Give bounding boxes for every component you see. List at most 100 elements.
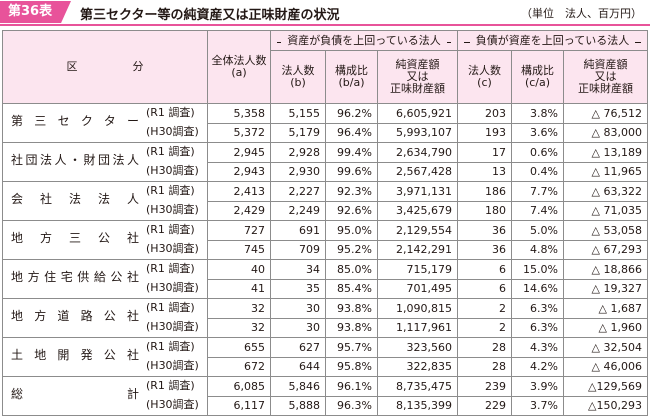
total-count-cell: 2,413 xyxy=(207,181,271,202)
pos-count-header: 法人数 (b) xyxy=(270,50,326,104)
neg-ratio-cell: 3.9% xyxy=(511,376,564,397)
neg-amount-cell: △129,569 xyxy=(563,376,648,397)
total-count-cell: 2,429 xyxy=(207,200,271,221)
row-label-cell: 総 計 (R1 調査) xyxy=(2,376,208,401)
pos-count-cell: 5,846 xyxy=(270,376,326,397)
category-header: 区 分 xyxy=(2,30,208,104)
pos-amount-cell: 6,605,921 xyxy=(377,103,458,124)
table-row: (H30調査) 41 35 85.4% 701,495 6 14.6% △ 19,327 xyxy=(2,278,648,299)
row-label-cell: 地方道路公社 (R1 調査) xyxy=(2,298,208,323)
title-underline xyxy=(0,24,650,26)
neg-count-cell: 13 xyxy=(457,161,512,182)
neg-count-cell: 28 xyxy=(457,356,512,377)
title-bar: 第36表 第三セクター等の純資産又は正味財産の状況 （単位 法人、百万円） xyxy=(0,0,650,26)
survey-year-label: (R1 調査) xyxy=(146,340,195,353)
pos-ratio-cell: 99.4% xyxy=(325,142,378,163)
pos-ratio-cell: 95.7% xyxy=(325,337,378,358)
total-count-cell: 6,085 xyxy=(207,376,271,397)
row-label-cell: (H30調査) xyxy=(2,240,208,260)
pos-count-cell: 627 xyxy=(270,337,326,358)
neg-count-header: 法人数 (c) xyxy=(457,50,512,104)
pos-amount-cell: 2,567,428 xyxy=(377,161,458,182)
total-count-cell: 5,358 xyxy=(207,103,271,124)
pos-ratio-cell: 85.0% xyxy=(325,259,378,280)
neg-amount-cell: △ 71,035 xyxy=(563,200,648,221)
pos-count-cell: 5,155 xyxy=(270,103,326,124)
total-count-cell: 6,117 xyxy=(207,395,271,416)
row-label-cell: (H30調査) xyxy=(2,357,208,377)
pos-count-cell: 2,930 xyxy=(270,161,326,182)
pos-amount-cell: 1,090,815 xyxy=(377,298,458,319)
pos-amount-cell: 322,835 xyxy=(377,356,458,377)
pos-amount-cell: 8,735,475 xyxy=(377,376,458,397)
total-count-cell: 655 xyxy=(207,337,271,358)
row-label-cell: (H30調査) xyxy=(2,201,208,221)
neg-count-cell: 2 xyxy=(457,317,512,338)
pos-count-cell: 5,179 xyxy=(270,122,326,143)
neg-amount-cell: △ 18,866 xyxy=(563,259,648,280)
neg-count-cell: 2 xyxy=(457,298,512,319)
neg-count-cell: 180 xyxy=(457,200,512,221)
neg-ratio-cell: 5.0% xyxy=(511,220,564,241)
neg-ratio-cell: 0.6% xyxy=(511,142,564,163)
total-count-cell: 745 xyxy=(207,239,271,260)
neg-ratio-cell: 4.2% xyxy=(511,356,564,377)
total-count-cell: 672 xyxy=(207,356,271,377)
neg-count-cell: 239 xyxy=(457,376,512,397)
pos-ratio-cell: 96.1% xyxy=(325,376,378,397)
negative-group-header: 負債が資産を上回っている法人 xyxy=(457,30,648,51)
neg-amount-cell: △ 67,293 xyxy=(563,239,648,260)
neg-count-cell: 36 xyxy=(457,239,512,260)
neg-amount-cell: △ 83,000 xyxy=(563,122,648,143)
row-label-cell: 社団法人・財団法人 (R1 調査) xyxy=(2,142,208,167)
total-count-cell: 41 xyxy=(207,278,271,299)
row-label-cell: (H30調査) xyxy=(2,318,208,338)
neg-amount-header: 純資産額 又は 正味財産額 xyxy=(563,50,648,104)
survey-year-label: (H30調査) xyxy=(146,320,199,333)
table-row: 総 計 (R1 調査) 6,085 5,846 96.1% 8,735,475 239 3.9… xyxy=(2,376,648,401)
total-header: 全体法人数 (a) xyxy=(207,30,271,104)
neg-ratio-cell: 3.6% xyxy=(511,122,564,143)
total-count-cell: 5,372 xyxy=(207,122,271,143)
neg-count-cell: 17 xyxy=(457,142,512,163)
neg-count-cell: 28 xyxy=(457,337,512,358)
pos-amount-cell: 323,560 xyxy=(377,337,458,358)
neg-ratio-cell: 6.3% xyxy=(511,317,564,338)
total-count-cell: 727 xyxy=(207,220,271,241)
survey-year-label: (R1 調査) xyxy=(146,106,195,119)
neg-count-cell: 36 xyxy=(457,220,512,241)
data-table: 区 分 全体法人数 (a) 資産が負債を上回っている法人 負債が資産を上回っている… xyxy=(2,30,648,416)
neg-count-cell: 186 xyxy=(457,181,512,202)
neg-ratio-cell: 4.3% xyxy=(511,337,564,358)
unit-label: （単位 法人、百万円） xyxy=(521,7,642,20)
total-count-cell: 2,945 xyxy=(207,142,271,163)
neg-ratio-cell: 7.7% xyxy=(511,181,564,202)
neg-amount-cell: △ 63,322 xyxy=(563,181,648,202)
neg-ratio-cell: 4.8% xyxy=(511,239,564,260)
survey-year-label: (R1 調査) xyxy=(146,262,195,275)
neg-amount-cell: △ 46,006 xyxy=(563,356,648,377)
pos-ratio-cell: 95.2% xyxy=(325,239,378,260)
neg-ratio-cell: 7.4% xyxy=(511,200,564,221)
survey-year-label: (R1 調査) xyxy=(146,223,195,236)
survey-year-label: (H30調査) xyxy=(146,359,199,372)
table-row: (H30調査) 745 709 95.2% 2,142,291 36 4.8% △ 67,29… xyxy=(2,239,648,260)
row-label-cell: (H30調査) xyxy=(2,396,208,416)
pos-count-cell: 30 xyxy=(270,298,326,319)
pos-amount-cell: 8,135,399 xyxy=(377,395,458,416)
pos-ratio-cell: 93.8% xyxy=(325,298,378,319)
pos-amount-cell: 701,495 xyxy=(377,278,458,299)
neg-ratio-cell: 6.3% xyxy=(511,298,564,319)
pos-amount-header: 純資産額 又は 正味財産額 xyxy=(377,50,458,104)
table-row: (H30調査) 5,372 5,179 96.4% 5,993,107 193 3.6% △ … xyxy=(2,122,648,143)
pos-amount-cell: 3,425,679 xyxy=(377,200,458,221)
pos-ratio-cell: 96.3% xyxy=(325,395,378,416)
pos-ratio-cell: 93.8% xyxy=(325,317,378,338)
pos-ratio-cell: 85.4% xyxy=(325,278,378,299)
neg-count-cell: 6 xyxy=(457,259,512,280)
row-label-cell: 第三セクター (R1 調査) xyxy=(2,103,208,128)
table-row: (H30調査) 6,117 5,888 96.3% 8,135,399 229 3.7% △1… xyxy=(2,395,648,416)
neg-amount-cell: △ 19,327 xyxy=(563,278,648,299)
survey-year-label: (R1 調査) xyxy=(146,301,195,314)
row-label-cell: (H30調査) xyxy=(2,123,208,143)
